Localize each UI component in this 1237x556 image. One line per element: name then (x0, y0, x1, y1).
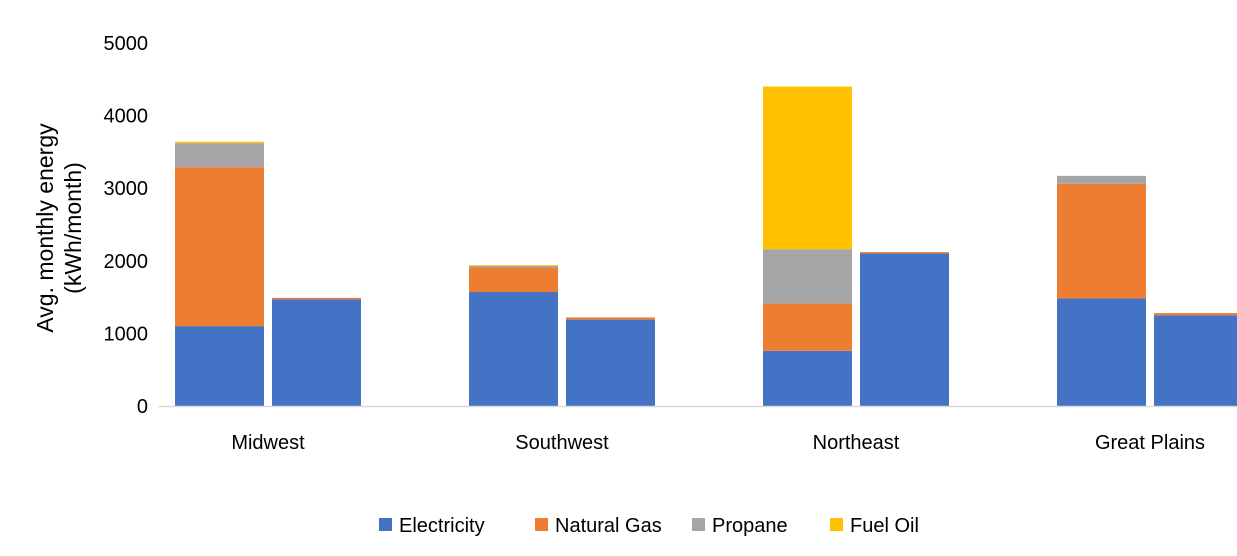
bar-segment (860, 253, 949, 406)
bar-segment (272, 297, 361, 300)
legend-label: Propane (712, 515, 788, 537)
bar-segment (763, 249, 852, 304)
bar-segment (566, 319, 655, 406)
bar-segment (1154, 313, 1237, 316)
y-tick-label: 4000 (104, 106, 149, 128)
bar-segment (1057, 183, 1146, 299)
legend-swatch (830, 518, 843, 531)
y-tick-label: 3000 (104, 178, 149, 200)
bar-segment (1057, 298, 1146, 406)
legend-label: Electricity (399, 515, 485, 537)
bar-segment (175, 143, 264, 168)
legend-swatch (692, 518, 705, 531)
bar-segment (175, 326, 264, 406)
bar-segment (469, 292, 558, 406)
bar-segment (175, 141, 264, 144)
bar-segment (860, 252, 949, 254)
bar-segment (1057, 175, 1146, 184)
bar-segment (566, 317, 655, 320)
category-label: Southwest (515, 432, 609, 454)
legend-label: Natural Gas (555, 515, 662, 537)
category-label: Northeast (813, 432, 900, 454)
y-axis-title-line-2: (kWh/month) (60, 162, 86, 294)
bar-segment (469, 265, 558, 266)
category-labels: Midwest Southwest Northeast Great Plains (231, 432, 1205, 454)
bar-segment (763, 86, 852, 250)
y-tick-label: 0 (137, 396, 148, 418)
bar-segment (763, 303, 852, 351)
bar-segment (1154, 315, 1237, 406)
bars-group (175, 86, 1237, 406)
bar-segment (272, 299, 361, 406)
legend-swatch (379, 518, 392, 531)
y-tick-label: 1000 (104, 323, 149, 345)
y-axis-title-line-1: Avg. monthly energy (32, 123, 58, 333)
bar-segment (763, 350, 852, 406)
legend-label: Fuel Oil (850, 515, 919, 537)
category-label: Great Plains (1095, 432, 1205, 454)
legend-swatch (535, 518, 548, 531)
y-tick-label: 5000 (104, 33, 149, 55)
y-tick-label: 2000 (104, 251, 149, 273)
legend: Electricity Natural Gas Propane Fuel Oil (379, 515, 919, 537)
y-axis-ticks: 0 1000 2000 3000 4000 5000 (104, 33, 149, 418)
bar-segment (175, 167, 264, 327)
bar-segment (469, 267, 558, 293)
category-label: Midwest (231, 432, 305, 454)
bar-segment (469, 265, 558, 268)
